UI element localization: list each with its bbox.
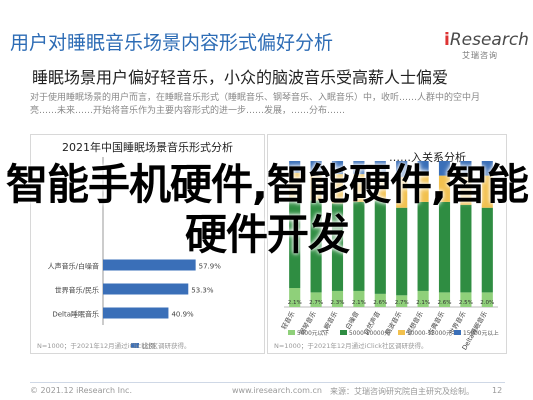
right-stacked-segment: [331, 174, 344, 204]
right-bar-value-label: 2.5%: [459, 300, 473, 306]
right-stacked-segment: [460, 161, 472, 176]
footer-divider: [30, 382, 505, 383]
right-stacked-segment: [460, 292, 472, 307]
right-stacked-segment: [417, 174, 429, 202]
left-category-label: Delta睡眠音乐: [52, 310, 99, 319]
right-stacked-segment: [417, 290, 429, 307]
left-chart-panel: 2021年中国睡眠场景音乐形式分析 人声音乐/白噪音 57.9% 世界音乐/民乐 53…: [30, 134, 265, 354]
left-legend-label: 比例: [142, 341, 155, 350]
right-bar-value-label: 2.6%: [438, 300, 452, 306]
right-stacked-segment: [438, 201, 451, 293]
left-bar: [103, 259, 196, 271]
right-legend-label: 10000-15000元: [407, 330, 452, 337]
right-stacked-segment: [374, 174, 386, 201]
left-bar-value-label: 57.9%: [199, 263, 222, 271]
right-stacked-segment: [353, 161, 365, 175]
right-bar-value-label: 2.1%: [416, 300, 430, 306]
left-bar-value-label: 53.3%: [191, 287, 214, 295]
right-legend-swatch: [398, 330, 405, 335]
right-stacked-segment: [353, 174, 365, 202]
left-chart-title: 2021年中国睡眠场景音乐形式分析: [62, 141, 233, 154]
iresearch-logo: iResearch 艾瑞咨询: [444, 30, 529, 60]
right-stacked-segment: [310, 292, 322, 307]
right-legend-swatch: [288, 330, 295, 335]
right-stacked-segment: [396, 295, 408, 307]
right-stacked-segment: [438, 175, 451, 202]
right-legend-label: 5000-10000元: [349, 330, 390, 337]
right-bar-value-label: 2.0%: [480, 300, 494, 306]
right-stacked-segment: [353, 201, 365, 291]
right-stacked-segment: [374, 293, 386, 307]
description-paragraph: 对于使用睡眠场景的用户而言，在睡眠音乐形式（睡眠音乐、钢琴音乐、入眠音乐）中，收…: [30, 93, 481, 116]
right-stacked-segment: [310, 172, 322, 201]
right-legend-label: 5000元以下: [297, 330, 329, 337]
right-category-label: 轻音乐: [279, 309, 297, 331]
right-legend-swatch: [454, 330, 461, 335]
right-stacked-segment: [331, 203, 344, 291]
left-bar-chart: 人声音乐/白噪音 57.9% 世界音乐/民乐 53.3% Delta睡眠音乐 40.9% 比…: [48, 157, 222, 350]
right-stacked-segment: [417, 201, 429, 291]
right-bar-value-label: 2.1%: [352, 300, 366, 306]
right-stacked-chart: 2.1%轻音乐2.7%钢琴音乐2.3%入眠音乐2.1%白噪音2.6%自然声音2.…: [279, 161, 499, 352]
right-stacked-segment: [438, 161, 451, 176]
right-bar-value-label: 2.3%: [331, 300, 345, 306]
right-stacked-segment: [289, 197, 301, 289]
right-category-label: 白噪音: [343, 309, 361, 331]
left-bar: [103, 307, 169, 319]
left-legend-swatch: [131, 343, 139, 348]
left-category-label: 世界音乐/民乐: [55, 286, 99, 295]
right-bar-value-label: 2.7%: [309, 300, 323, 306]
right-stacked-segment: [310, 161, 322, 173]
right-stacked-segment: [289, 161, 301, 173]
right-stacked-segment: [481, 292, 493, 307]
right-stacked-segment: [331, 290, 344, 307]
right-bar-value-label: 2.7%: [395, 300, 409, 306]
right-stacked-segment: [460, 175, 472, 205]
left-chart-source: N=1000；于2021年12月通过iClick社区调研获得。: [37, 342, 191, 350]
left-bar-value-label: 40.9%: [171, 311, 194, 319]
page-number: 12: [492, 386, 503, 395]
right-stacked-segment: [481, 175, 493, 208]
right-legend-label: 15000元以上: [463, 329, 499, 337]
page-title: 用户对睡眠音乐场景内容形式偏好分析: [10, 32, 334, 54]
right-stacked-segment: [396, 177, 408, 208]
footer-website: www.iresearch.com.cn: [232, 386, 322, 395]
footer-copyright: © 2021.12 iResearch Inc.: [30, 386, 132, 395]
right-stacked-segment: [310, 200, 322, 293]
right-stacked-segment: [374, 161, 386, 175]
footer-source: 来源：艾瑞咨询研究院自主研究及绘制。: [330, 387, 474, 396]
right-stacked-segment: [289, 172, 301, 198]
right-stacked-segment: [374, 200, 386, 294]
right-chart-title: ……入关系分析: [389, 151, 466, 164]
right-bar-value-label: 2.6%: [373, 300, 387, 306]
right-stacked-segment: [438, 292, 451, 307]
right-stacked-segment: [289, 288, 301, 307]
right-chart-panel: ……入关系分析 2.1% 轻音乐 2.7% 钢琴音乐 2.3% 入眠音乐 2.1% 白噪音 2.…: [267, 134, 507, 354]
right-chart-source: N=1000；于2021年12月通过iClick社区调研获得。: [274, 342, 428, 350]
left-category-label: 人声音乐/白噪音: [48, 262, 99, 271]
right-stacked-segment: [417, 161, 429, 175]
right-stacked-segment: [331, 161, 344, 175]
right-stacked-segment: [353, 290, 365, 307]
left-bar: [103, 283, 189, 295]
right-stacked-segment: [396, 207, 408, 296]
right-stacked-segment: [460, 204, 472, 293]
right-legend-swatch: [340, 330, 347, 335]
subtitle: 睡眠场景用户偏好轻音乐，小众的脑波音乐受高薪人士偏爱: [32, 68, 449, 87]
watermark-overlay-text: 智能手机硬件,智能硬件,智能硬件开发: [6, 160, 529, 259]
right-stacked-segment: [481, 207, 493, 293]
right-stacked-segment: [481, 161, 493, 176]
right-bar-value-label: 2.1%: [288, 300, 302, 306]
right-stacked-segment: [396, 161, 408, 178]
